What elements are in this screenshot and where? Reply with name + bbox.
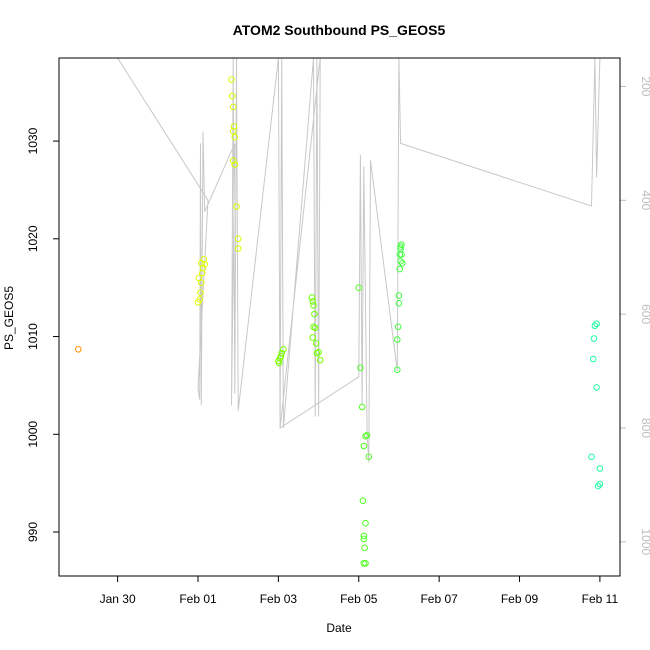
data-point-54 [394, 336, 401, 343]
data-point-69 [593, 320, 600, 328]
data-point-17 [229, 157, 237, 164]
altitude-series [59, 57, 601, 463]
x-tick-label: Feb 09 [501, 592, 539, 606]
y-axis-label: PS_GEOS5 [2, 286, 16, 350]
y-tick-label: 1010 [26, 323, 40, 350]
data-point-28 [308, 294, 316, 301]
y-tick-label: 990 [26, 522, 40, 542]
data-point-73 [594, 482, 602, 490]
data-point-34 [309, 334, 317, 341]
data-point-53 [394, 366, 401, 374]
data-point-35 [312, 340, 320, 347]
right-tick-label: 1000 [639, 528, 650, 555]
data-point-6 [198, 269, 206, 277]
data-point-9 [200, 256, 208, 263]
data-point-26 [278, 349, 286, 357]
data-point-0 [75, 346, 82, 353]
chart-title: ATOM2 Southbound PS_GEOS5 [233, 22, 446, 38]
data-point-66 [589, 355, 597, 363]
data-point-12 [229, 92, 236, 100]
data-points [75, 76, 604, 567]
data-point-39 [355, 284, 363, 292]
altitude-line [59, 57, 601, 463]
right-tick-label: 400 [639, 190, 650, 210]
y-tick-label: 1030 [26, 127, 40, 154]
right-tick-label: 600 [639, 304, 650, 324]
data-point-68 [591, 322, 599, 330]
x-tick-label: Feb 03 [260, 592, 298, 606]
axes: Jan 30 Feb 01 Feb 03 Feb 05 Feb 07 Feb 09 Feb … [26, 76, 650, 606]
data-point-63 [397, 245, 404, 252]
data-point-45 [365, 453, 373, 461]
data-point-21 [234, 245, 242, 252]
data-point-40 [357, 364, 364, 372]
x-tick-label: Feb 05 [340, 592, 378, 606]
x-axis-label: Date [326, 621, 352, 635]
data-point-65 [398, 241, 405, 248]
x-tick-label: Feb 01 [179, 592, 217, 606]
data-point-10 [201, 260, 208, 268]
data-point-25 [277, 352, 285, 360]
data-point-37 [315, 348, 322, 356]
data-point-46 [359, 497, 367, 505]
data-point-50 [361, 544, 368, 552]
data-point-13 [229, 103, 237, 111]
y-tick-label: 1020 [26, 225, 40, 252]
data-point-29 [309, 298, 317, 305]
data-point-59 [397, 258, 404, 265]
data-point-70 [593, 384, 600, 391]
data-point-43 [362, 432, 369, 440]
data-point-55 [394, 323, 402, 331]
data-point-58 [396, 265, 404, 273]
x-tick-label: Jan 30 [100, 592, 136, 606]
data-point-38 [316, 356, 324, 364]
data-point-2 [196, 296, 203, 303]
right-tick-label: 800 [639, 418, 650, 438]
data-point-20 [234, 235, 242, 243]
data-point-57 [395, 292, 403, 299]
data-point-33 [311, 324, 319, 332]
x-tick-label: Feb 11 [582, 592, 619, 606]
data-point-30 [310, 302, 317, 309]
x-tick-label: Feb 07 [420, 592, 458, 606]
data-point-56 [395, 300, 403, 307]
data-point-67 [590, 335, 598, 342]
data-point-44 [360, 442, 368, 450]
data-point-52 [362, 560, 369, 567]
data-point-5 [195, 274, 203, 282]
data-point-31 [311, 310, 318, 318]
data-point-27 [280, 346, 287, 353]
data-point-74 [596, 480, 604, 488]
data-point-47 [362, 519, 369, 527]
data-point-48 [360, 532, 368, 540]
y-tick-label: 1000 [26, 421, 40, 448]
data-point-14 [230, 123, 238, 130]
data-point-72 [596, 465, 604, 472]
data-point-60 [399, 259, 406, 267]
data-point-49 [360, 535, 368, 543]
data-point-71 [588, 453, 595, 461]
data-point-15 [229, 128, 237, 135]
plot-frame [58, 57, 621, 577]
right-tick-label: 200 [639, 76, 650, 96]
data-point-18 [231, 161, 239, 168]
data-point-16 [231, 133, 239, 141]
data-point-41 [358, 403, 366, 411]
data-point-3 [197, 289, 204, 296]
data-point-19 [233, 203, 240, 210]
data-point-23 [275, 359, 283, 367]
data-point-11 [228, 76, 235, 83]
